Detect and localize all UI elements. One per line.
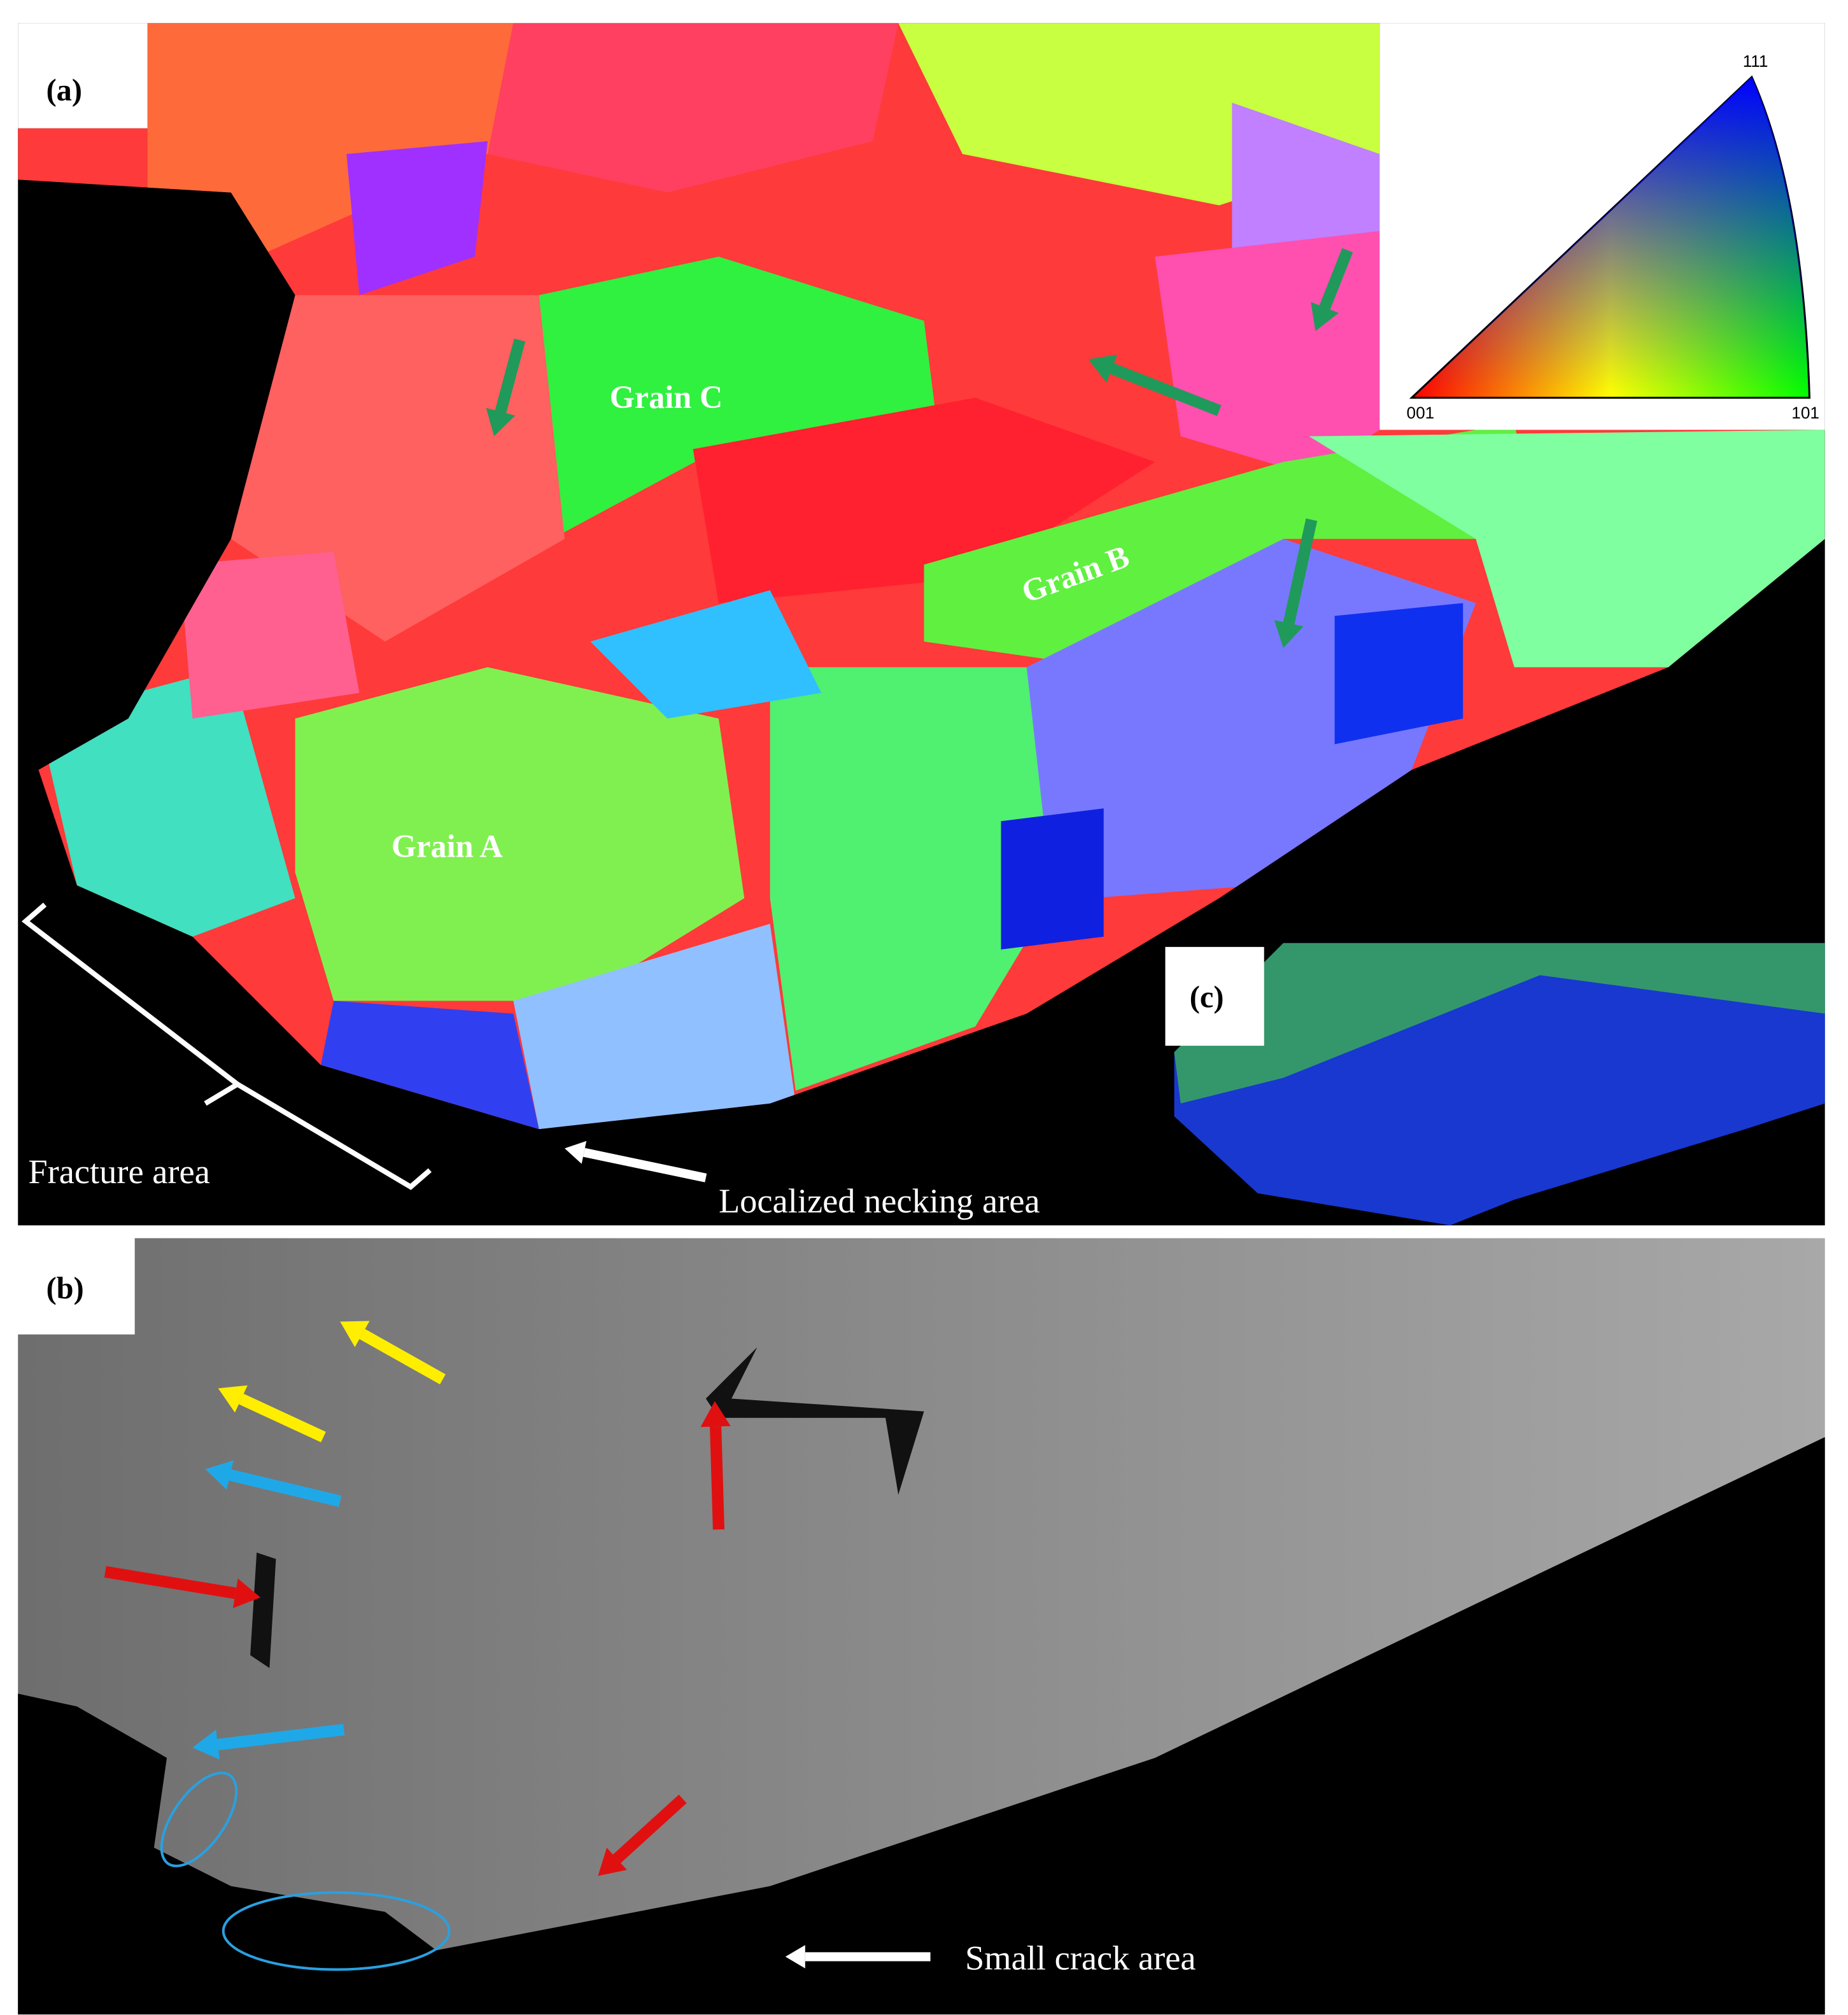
arrow-shaft	[216, 1724, 345, 1751]
shape	[590, 590, 822, 719]
shape	[180, 551, 360, 719]
arrow-shaft	[359, 1329, 446, 1385]
shape	[1334, 603, 1464, 745]
arrow-shaft	[229, 1469, 342, 1507]
arrow-shaft	[1283, 518, 1318, 625]
arrow-shaft	[104, 1566, 237, 1599]
panel-label: (a)	[46, 73, 82, 107]
inset-c-strain	[1174, 943, 1825, 1104]
shape	[1001, 808, 1104, 950]
shape	[346, 141, 488, 295]
annotation: Localized necking area	[719, 1181, 1040, 1220]
highlight-ellipse	[222, 1891, 451, 1971]
arrow-head	[565, 1141, 587, 1164]
arrow-head	[233, 1578, 261, 1608]
shape	[513, 923, 796, 1130]
panel-label: (c)	[1190, 981, 1224, 1015]
ipf-corner-001: 001	[1407, 403, 1435, 422]
arrow-shaft	[239, 1393, 326, 1443]
void	[250, 1552, 276, 1668]
shape	[1309, 430, 1825, 668]
arrow-shaft	[1319, 248, 1353, 310]
arrows	[104, 248, 1353, 1969]
annotation: Fracture area	[28, 1152, 210, 1191]
arrow-shaft	[612, 1794, 687, 1864]
arrow-shaft	[710, 1426, 725, 1530]
annotation: Small crack area	[965, 1939, 1196, 1977]
arrow-head	[1311, 302, 1339, 332]
arrow-head	[785, 1945, 805, 1969]
arrow-head	[205, 1460, 234, 1490]
shape	[147, 23, 514, 257]
label-box	[18, 23, 148, 129]
grain-label: Grain C	[610, 379, 723, 415]
grain-label: Grain A	[391, 829, 504, 864]
ipf-corner-111: 111	[1743, 52, 1768, 71]
label-box	[1165, 946, 1264, 1046]
shape	[295, 667, 745, 1001]
shape	[693, 398, 1155, 603]
ipf-corner-101: 101	[1791, 403, 1819, 422]
void	[705, 1347, 924, 1495]
shape	[539, 256, 937, 539]
arrow-head	[192, 1729, 220, 1760]
label-box	[0, 1232, 135, 1335]
arrow-head	[340, 1321, 370, 1347]
highlight-ellipse	[160, 1771, 238, 1867]
arrow-shaft	[495, 338, 526, 414]
arrow-head	[218, 1385, 248, 1413]
shape	[924, 423, 1541, 668]
arrow-head	[1274, 620, 1304, 649]
arrow-shaft	[582, 1148, 707, 1183]
fracture-bracket	[21, 902, 432, 1190]
shape	[1155, 230, 1380, 475]
arrow-shaft	[1110, 363, 1222, 416]
shape	[488, 23, 899, 193]
arrow-head	[598, 1848, 627, 1876]
arrow-head	[1088, 355, 1118, 383]
ipf-triangle-blue	[1411, 77, 1810, 398]
shape	[38, 667, 295, 937]
arrow-head	[486, 407, 516, 437]
panel-label: (b)	[46, 1272, 84, 1305]
arrow-head	[700, 1401, 731, 1428]
shape	[770, 667, 1053, 1091]
sem-background	[18, 1436, 1825, 2015]
shape	[320, 1000, 539, 1130]
